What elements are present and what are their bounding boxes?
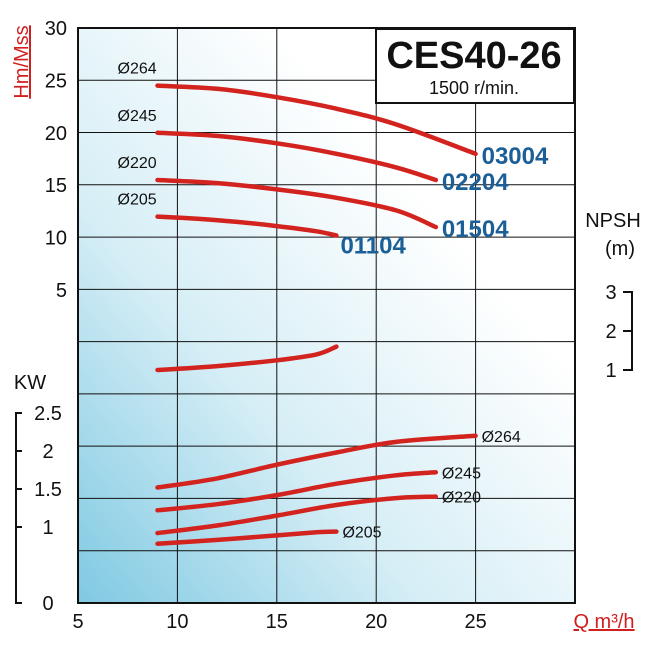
head-tick-label: 5 bbox=[56, 280, 67, 302]
head-tick-label: 25 bbox=[45, 70, 67, 92]
power-curve bbox=[155, 433, 478, 490]
head-curve-diameter-label: Ø264 bbox=[118, 61, 157, 78]
head-ticks: 5 10 15 20 25 30 bbox=[45, 18, 67, 302]
head-curve-diameter-label: Ø220 bbox=[118, 155, 157, 172]
power-curve-diameter-label: Ø205 bbox=[342, 525, 381, 542]
model-label: 03004 bbox=[482, 143, 549, 170]
power-tick-label: 2 bbox=[42, 441, 53, 463]
plot-border bbox=[77, 27, 576, 604]
head-curve bbox=[155, 177, 439, 230]
head-curve-diameter-label: Ø245 bbox=[118, 108, 157, 125]
power-tick-label: 1.5 bbox=[34, 479, 62, 501]
head-curve bbox=[155, 214, 339, 238]
npsh-tick-label: 2 bbox=[605, 321, 616, 343]
model-label: 02204 bbox=[442, 169, 509, 196]
power-curve-diameter-label: Ø220 bbox=[442, 490, 481, 507]
head-tick-label: 30 bbox=[45, 18, 67, 40]
head-curve bbox=[155, 83, 478, 157]
npsh-tick-label: 1 bbox=[605, 360, 616, 382]
npsh-axis-unit: (m) bbox=[605, 238, 635, 260]
head-tick-label: 20 bbox=[45, 123, 67, 145]
x-tick-label: 20 bbox=[365, 611, 387, 633]
power-curve bbox=[155, 494, 439, 536]
model-label: 01504 bbox=[442, 216, 509, 243]
x-tick-label: 25 bbox=[464, 611, 486, 633]
npsh-ticks: 1 2 3 bbox=[605, 282, 632, 382]
power-tick-label: 0 bbox=[42, 593, 53, 615]
power-curve bbox=[155, 470, 439, 513]
power-tick-label: 1 bbox=[42, 517, 53, 539]
x-tick-label: 5 bbox=[72, 611, 83, 633]
power-ticks: 0 1 1.5 2 2.5 bbox=[16, 403, 62, 615]
power-curve-diameter-label: Ø264 bbox=[482, 429, 521, 446]
power-curve bbox=[155, 529, 339, 546]
grid bbox=[78, 28, 575, 603]
y-axis-title: Hm/Mss bbox=[11, 25, 33, 98]
head-curve bbox=[155, 130, 439, 183]
x-axis-title: Q m³/h bbox=[573, 611, 634, 633]
npsh-axis-title: NPSH bbox=[585, 210, 641, 232]
title-box bbox=[375, 28, 575, 104]
head-tick-label: 10 bbox=[45, 228, 67, 250]
x-tick-label: 10 bbox=[166, 611, 188, 633]
x-ticks: 5 10 15 20 25 bbox=[72, 611, 486, 633]
head-tick-label: 15 bbox=[45, 175, 67, 197]
chart-title: CES40-26 bbox=[386, 35, 561, 77]
power-axis-bracket bbox=[15, 412, 22, 604]
chart-subtitle: 1500 r/min. bbox=[429, 78, 519, 98]
curves bbox=[155, 83, 478, 546]
power-axis-title: KW bbox=[14, 372, 46, 394]
x-tick-label: 15 bbox=[266, 611, 288, 633]
curve-labels: Ø264 03004 Ø245 02204 Ø220 01504 Ø205 01104 Ø264… bbox=[118, 61, 549, 542]
model-label: 01104 bbox=[340, 233, 406, 260]
power-tick-label: 2.5 bbox=[34, 403, 62, 425]
head-curve-diameter-label: Ø205 bbox=[118, 192, 157, 209]
power-curve-diameter-label: Ø245 bbox=[442, 465, 481, 482]
npsh-curve bbox=[155, 344, 339, 373]
npsh-tick-label: 3 bbox=[605, 282, 616, 304]
